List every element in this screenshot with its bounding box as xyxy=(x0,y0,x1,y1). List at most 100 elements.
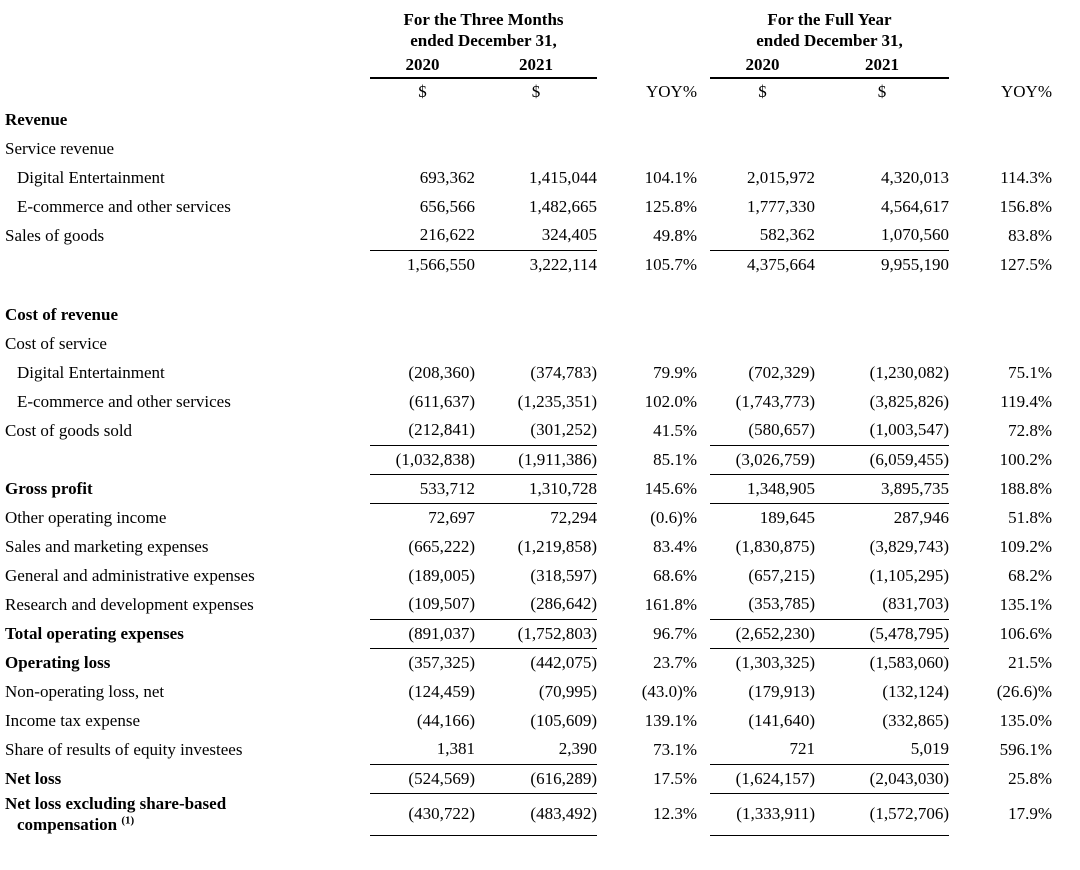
yoy-cell: 17.9% xyxy=(1008,804,1052,823)
value-cell: (1,219,858) xyxy=(517,536,597,556)
empty-cell xyxy=(949,4,1052,51)
row-label: Sales of goods xyxy=(5,226,105,245)
full-year-header: For the Full Year ended December 31, xyxy=(710,4,949,51)
table-row: Operating loss (357,325) (442,075) 23.7% (1,… xyxy=(5,648,1052,677)
yoy-cell: 161.8% xyxy=(644,594,697,614)
row-label: E-commerce and other services xyxy=(17,197,231,216)
value-cell: 2,390 xyxy=(475,735,597,765)
value-cell: 1,381 xyxy=(370,735,475,765)
year-header-q-2021: 2021 xyxy=(475,51,597,79)
currency-header: $ xyxy=(531,82,541,101)
yoy-cell: 102.0% xyxy=(644,391,697,411)
value-cell: 582,362 xyxy=(710,221,815,251)
value-cell: 2,015,972 xyxy=(747,167,815,187)
value-cell: (1,230,082) xyxy=(869,362,949,382)
value-cell: (2,652,230) xyxy=(710,619,815,649)
yoy-cell: 41.5% xyxy=(653,420,697,440)
year-header-fy-2021: 2021 xyxy=(815,51,949,79)
value-cell xyxy=(710,134,815,163)
yoy-cell: 114.3% xyxy=(1000,167,1052,187)
yoy-cell: 100.2% xyxy=(999,449,1052,469)
value-cell: (179,913) xyxy=(748,681,815,701)
value-cell: (189,005) xyxy=(408,565,475,585)
value-cell xyxy=(370,134,475,163)
value-cell: 1,070,560 xyxy=(815,221,949,251)
value-cell: (141,640) xyxy=(748,710,815,730)
income-statement-table: For the Three Months ended December 31, … xyxy=(5,4,1052,836)
row-label: Sales and marketing expenses xyxy=(5,537,209,556)
yoy-cell: 104.1% xyxy=(644,167,697,187)
row-label: Non-operating loss, net xyxy=(5,682,165,701)
table-row: (1,032,838) (1,911,386) 85.1% (3,026,759) (6… xyxy=(5,445,1052,475)
row-label: Gross profit xyxy=(5,479,93,498)
yoy-cell: 68.6% xyxy=(653,565,697,585)
value-cell xyxy=(370,300,475,329)
value-cell: 533,712 xyxy=(370,474,475,504)
yoy-cell: 85.1% xyxy=(653,449,697,469)
table-row: Gross profit 533,712 1,310,728 145.6% 1,348,… xyxy=(5,474,1052,504)
value-cell: (2,043,030) xyxy=(815,764,949,794)
yoy-header: YOY% xyxy=(646,81,697,101)
spacer-row xyxy=(5,279,1052,300)
yoy-cell: 49.8% xyxy=(653,225,697,245)
value-cell: (212,841) xyxy=(370,416,475,446)
table-row: Digital Entertainment (208,360) (374,783) 7… xyxy=(5,358,1052,387)
yoy-cell: 72.8% xyxy=(1008,420,1052,440)
row-label: Service revenue xyxy=(5,139,115,158)
value-cell xyxy=(370,329,475,358)
header-title-line1: For the Full Year xyxy=(767,10,892,29)
row-label: Digital Entertainment xyxy=(17,363,165,382)
value-cell: (1,583,060) xyxy=(869,652,949,672)
row-label: Cost of service xyxy=(5,334,107,353)
yoy-cell: 145.6% xyxy=(644,478,697,498)
value-cell xyxy=(710,300,815,329)
currency-header: $ xyxy=(418,82,427,101)
yoy-cell: (26.6)% xyxy=(996,681,1052,701)
value-cell: 1,777,330 xyxy=(747,196,815,216)
value-cell: (702,329) xyxy=(748,362,815,382)
value-cell: (357,325) xyxy=(408,652,475,672)
value-cell: 9,955,190 xyxy=(881,254,949,274)
yoy-cell: 156.8% xyxy=(999,196,1052,216)
table-row: Non-operating loss, net (124,459) (70,995)… xyxy=(5,677,1052,706)
row-label: Income tax expense xyxy=(5,711,140,730)
header-units-row: $ $ YOY% $ $ YOY% xyxy=(5,78,1052,105)
value-cell xyxy=(475,300,597,329)
yoy-cell xyxy=(949,105,1052,134)
value-cell: (1,105,295) xyxy=(869,565,949,585)
header-title-row: For the Three Months ended December 31, … xyxy=(5,4,1052,51)
value-cell: (3,825,826) xyxy=(869,391,949,411)
value-cell: (3,829,743) xyxy=(869,536,949,556)
yoy-cell: 51.8% xyxy=(1008,507,1052,527)
footnote-marker: (1) xyxy=(121,814,135,827)
row-label: Net loss xyxy=(5,769,62,788)
value-cell xyxy=(815,105,949,134)
row-label: Revenue xyxy=(5,110,68,129)
table-row: Research and development expenses (109,50… xyxy=(5,590,1052,620)
yoy-cell xyxy=(949,300,1052,329)
value-cell: (442,075) xyxy=(530,652,597,672)
yoy-cell: 23.7% xyxy=(653,652,697,672)
empty-cell xyxy=(5,78,370,105)
value-cell: 4,320,013 xyxy=(881,167,949,187)
table-row: Total operating expenses (891,037) (1,752,… xyxy=(5,619,1052,649)
spacer-cell xyxy=(5,279,1052,300)
value-cell: 287,946 xyxy=(893,507,949,527)
value-cell: 721 xyxy=(710,735,815,765)
value-cell: (6,059,455) xyxy=(815,445,949,475)
value-cell: (1,333,911) xyxy=(710,793,815,836)
value-cell: 1,310,728 xyxy=(475,474,597,504)
table-row: E-commerce and other services 656,566 1,48… xyxy=(5,192,1052,221)
row-label: Research and development expenses xyxy=(5,595,254,614)
header-title-line2: ended December 31, xyxy=(410,31,557,50)
value-cell: 1,415,044 xyxy=(529,167,597,187)
financial-statement: For the Three Months ended December 31, … xyxy=(0,4,1080,836)
empty-cell xyxy=(5,4,370,51)
table-row: Other operating income 72,697 72,294 (0.6)%… xyxy=(5,503,1052,532)
value-cell: (611,637) xyxy=(409,391,475,411)
yoy-cell: 135.1% xyxy=(999,594,1052,614)
yoy-cell: (0.6)% xyxy=(650,507,697,527)
value-cell: (1,572,706) xyxy=(815,793,949,836)
header-title-line1: For the Three Months xyxy=(403,10,564,29)
table-row: Income tax expense (44,166) (105,609) 139.1… xyxy=(5,706,1052,735)
